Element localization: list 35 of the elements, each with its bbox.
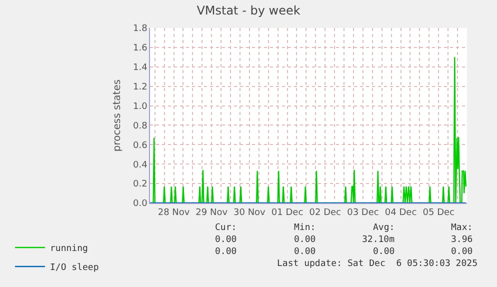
legend-label: running: [50, 244, 88, 254]
y-tick-label: 1.2: [133, 82, 148, 92]
text: Avg:: [373, 223, 395, 233]
text: 0.00: [451, 247, 473, 257]
text: Min:: [294, 223, 316, 233]
text: Last update: Sat Dec 6 05:30:03 2025: [277, 259, 478, 269]
text: 3.96: [451, 235, 473, 245]
y-tick-label: 0.2: [133, 180, 148, 190]
x-tick-label: 04 Dec: [384, 208, 417, 218]
text: 32.10m: [362, 235, 395, 245]
chart-title: VMstat - by week: [196, 3, 300, 18]
x-tick-label: 03 Dec: [347, 208, 379, 218]
x-tick-label: 28 Nov: [158, 208, 190, 218]
text: 0.00: [215, 235, 237, 245]
x-tick-label: 02 Dec: [309, 208, 342, 218]
y-tick-label: 1.4: [133, 63, 148, 74]
text: 0.00: [215, 247, 237, 257]
y-tick-label: 0.4: [133, 160, 148, 170]
y-tick-label: 1.6: [133, 44, 148, 54]
y-tick-label: 1.0: [133, 102, 148, 112]
x-tick-label: 05 Dec: [422, 208, 455, 218]
text: 0.00: [294, 235, 316, 245]
x-tick-label: 30 Nov: [234, 208, 266, 218]
y-tick-label: 1.8: [133, 24, 148, 34]
legend-label: I/O sleep: [50, 263, 99, 274]
y-tick-label: 0.0: [133, 199, 148, 210]
y-axis-title: process states: [112, 79, 123, 152]
text: 0.00: [373, 247, 395, 257]
text: Cur:: [215, 223, 237, 233]
y-tick-label: 0.6: [133, 140, 148, 151]
text: 0.00: [294, 247, 316, 257]
text: Max:: [451, 223, 473, 233]
x-tick-label: 01 Dec: [271, 208, 304, 218]
x-tick-label: 29 Nov: [196, 208, 228, 218]
y-tick-label: 0.8: [133, 121, 148, 132]
